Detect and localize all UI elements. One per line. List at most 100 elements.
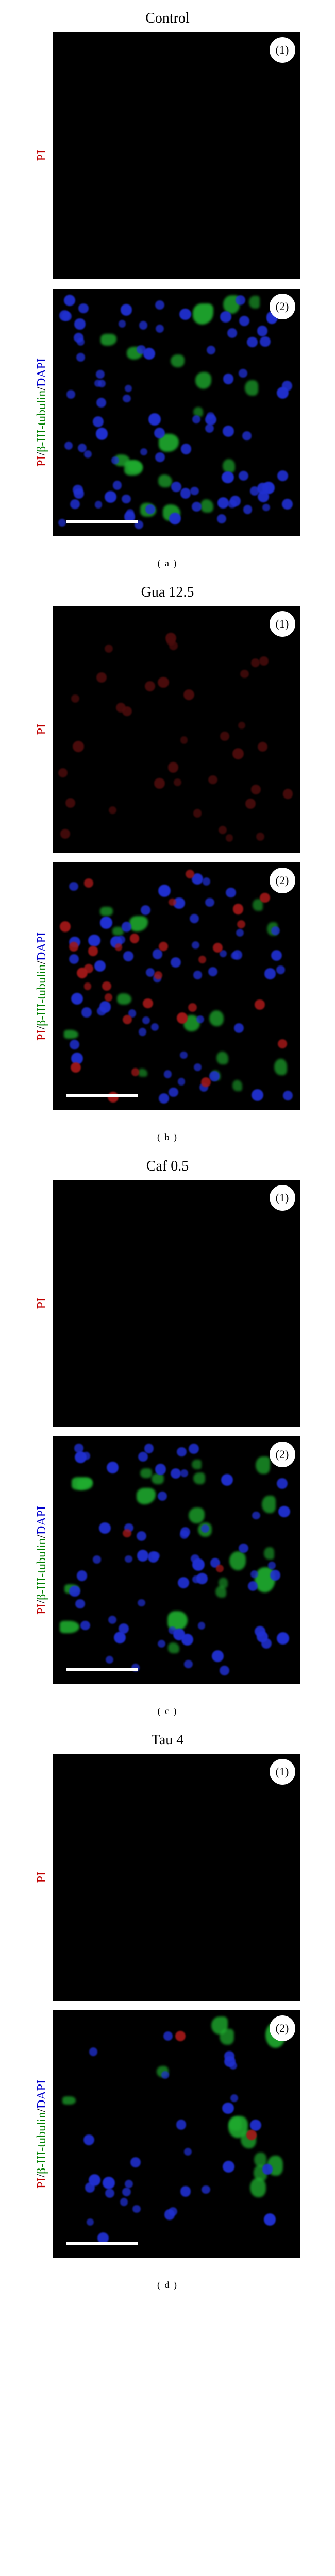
cell-dot xyxy=(139,321,148,330)
label-tubulin: β-III-tubulin xyxy=(35,964,48,1026)
cell-dot xyxy=(193,971,202,979)
cell-dot xyxy=(223,2161,234,2173)
cell-dot xyxy=(87,2218,94,2226)
cell-dot xyxy=(140,1468,152,1479)
cell-dot xyxy=(222,471,233,483)
cell-dot xyxy=(175,2031,186,2041)
cell-dot xyxy=(122,495,131,504)
cell-dot xyxy=(262,504,270,512)
image-block: PI/β-III-tubulin/DAPI (2) xyxy=(35,289,300,536)
cell-dot xyxy=(262,2164,273,2175)
subfigure-label: ( b ) xyxy=(157,1132,178,1143)
cell-dot xyxy=(115,943,123,951)
cell-dot xyxy=(96,370,105,379)
cell-dot xyxy=(116,703,126,713)
cell-dot xyxy=(252,1089,263,1101)
label-pi: PI xyxy=(35,724,48,735)
cell-dot xyxy=(230,2094,238,2102)
cell-dot xyxy=(152,1473,164,1484)
cell-dot xyxy=(122,922,131,931)
cell-dot xyxy=(209,1071,220,1081)
cell-dot xyxy=(107,1462,119,1473)
cell-dot xyxy=(193,303,213,325)
cell-dot xyxy=(77,1479,93,1490)
cell-dot xyxy=(242,431,252,440)
cell-dot xyxy=(74,488,84,499)
cell-dot xyxy=(208,775,217,785)
cell-dot xyxy=(137,1488,156,1504)
cell-dot xyxy=(96,428,108,440)
cell-dot xyxy=(113,481,122,489)
cell-dot xyxy=(96,398,106,408)
cell-dot xyxy=(180,1469,188,1477)
micrograph: (2) xyxy=(53,289,300,536)
cell-dot xyxy=(117,993,131,1005)
cell-dot xyxy=(100,917,112,929)
cell-dot xyxy=(228,2116,247,2138)
cell-dot xyxy=(190,914,199,923)
cell-dot xyxy=(205,424,214,433)
cell-dot xyxy=(106,1656,113,1664)
cell-dot xyxy=(228,500,237,509)
cell-dot xyxy=(221,1474,233,1486)
cell-dot xyxy=(192,941,199,949)
cell-dot xyxy=(105,2189,114,2198)
micrograph: (2) xyxy=(53,2010,300,2258)
label-sep: / xyxy=(35,961,48,964)
cell-dot xyxy=(111,456,119,464)
micrograph: (2) xyxy=(53,1436,300,1684)
cell-dot xyxy=(70,1040,79,1049)
cell-dot xyxy=(195,372,212,389)
panel-c: Caf 0.5PI(1)PI/β-III-tubulin/DAPI(2)( c … xyxy=(35,1158,300,1717)
image-number-badge: (2) xyxy=(270,294,295,319)
cell-dot xyxy=(252,1512,260,1520)
cell-dot xyxy=(155,1464,166,1475)
micrograph: (1) xyxy=(53,1754,300,2001)
cell-dot xyxy=(119,1623,129,1634)
scale-bar xyxy=(66,1668,138,1671)
cell-dot xyxy=(123,951,133,961)
cell-dot xyxy=(75,1451,87,1463)
label-pi: PI xyxy=(35,150,48,161)
label-sep: / xyxy=(35,2109,48,2112)
cell-dot xyxy=(183,689,195,701)
cell-dot xyxy=(247,337,258,348)
cell-dot xyxy=(193,1472,205,1484)
panel-title: Tau 4 xyxy=(152,1732,184,1749)
cell-dot xyxy=(189,1444,199,1454)
cell-dot xyxy=(207,412,214,419)
ylabel-pi: PI xyxy=(35,1298,49,1309)
cell-dot xyxy=(93,416,104,427)
image-number-badge: (1) xyxy=(270,1759,295,1785)
cell-dot xyxy=(196,1573,208,1584)
ylabel-pi: PI xyxy=(35,150,49,161)
panel-title: Gua 12.5 xyxy=(141,584,194,601)
cell-dot xyxy=(84,878,93,888)
cell-dot xyxy=(84,982,91,990)
cell-dot xyxy=(105,993,112,1001)
cell-dot xyxy=(105,491,116,503)
cell-dot xyxy=(255,1626,265,1637)
cell-dot xyxy=(94,380,102,387)
ylabel-merge: PI/β-III-tubulin/DAPI xyxy=(35,2080,49,2189)
cell-dot xyxy=(202,2185,210,2194)
label-dapi: DAPI xyxy=(35,358,48,387)
ylabel-merge: PI/β-III-tubulin/DAPI xyxy=(35,358,49,467)
cell-dot xyxy=(283,789,293,799)
cell-dot xyxy=(121,304,132,316)
cell-dot xyxy=(78,303,89,314)
cell-dot xyxy=(212,1650,224,1662)
cell-dot xyxy=(234,1023,244,1033)
cell-dot xyxy=(155,452,164,462)
panel-d: Tau 4PI(1)PI/β-III-tubulin/DAPI(2)( d ) xyxy=(35,1732,300,2291)
cell-dot xyxy=(148,413,161,426)
cell-dot xyxy=(145,681,155,691)
cell-dot xyxy=(125,2180,133,2188)
label-pi: PI xyxy=(35,1603,48,1614)
cell-dot xyxy=(85,2182,95,2193)
cell-dot xyxy=(216,1052,228,1064)
image-number-badge: (1) xyxy=(270,1185,295,1211)
cell-dot xyxy=(256,1456,270,1474)
panel-title: Control xyxy=(145,10,190,27)
cell-dot xyxy=(158,474,172,487)
